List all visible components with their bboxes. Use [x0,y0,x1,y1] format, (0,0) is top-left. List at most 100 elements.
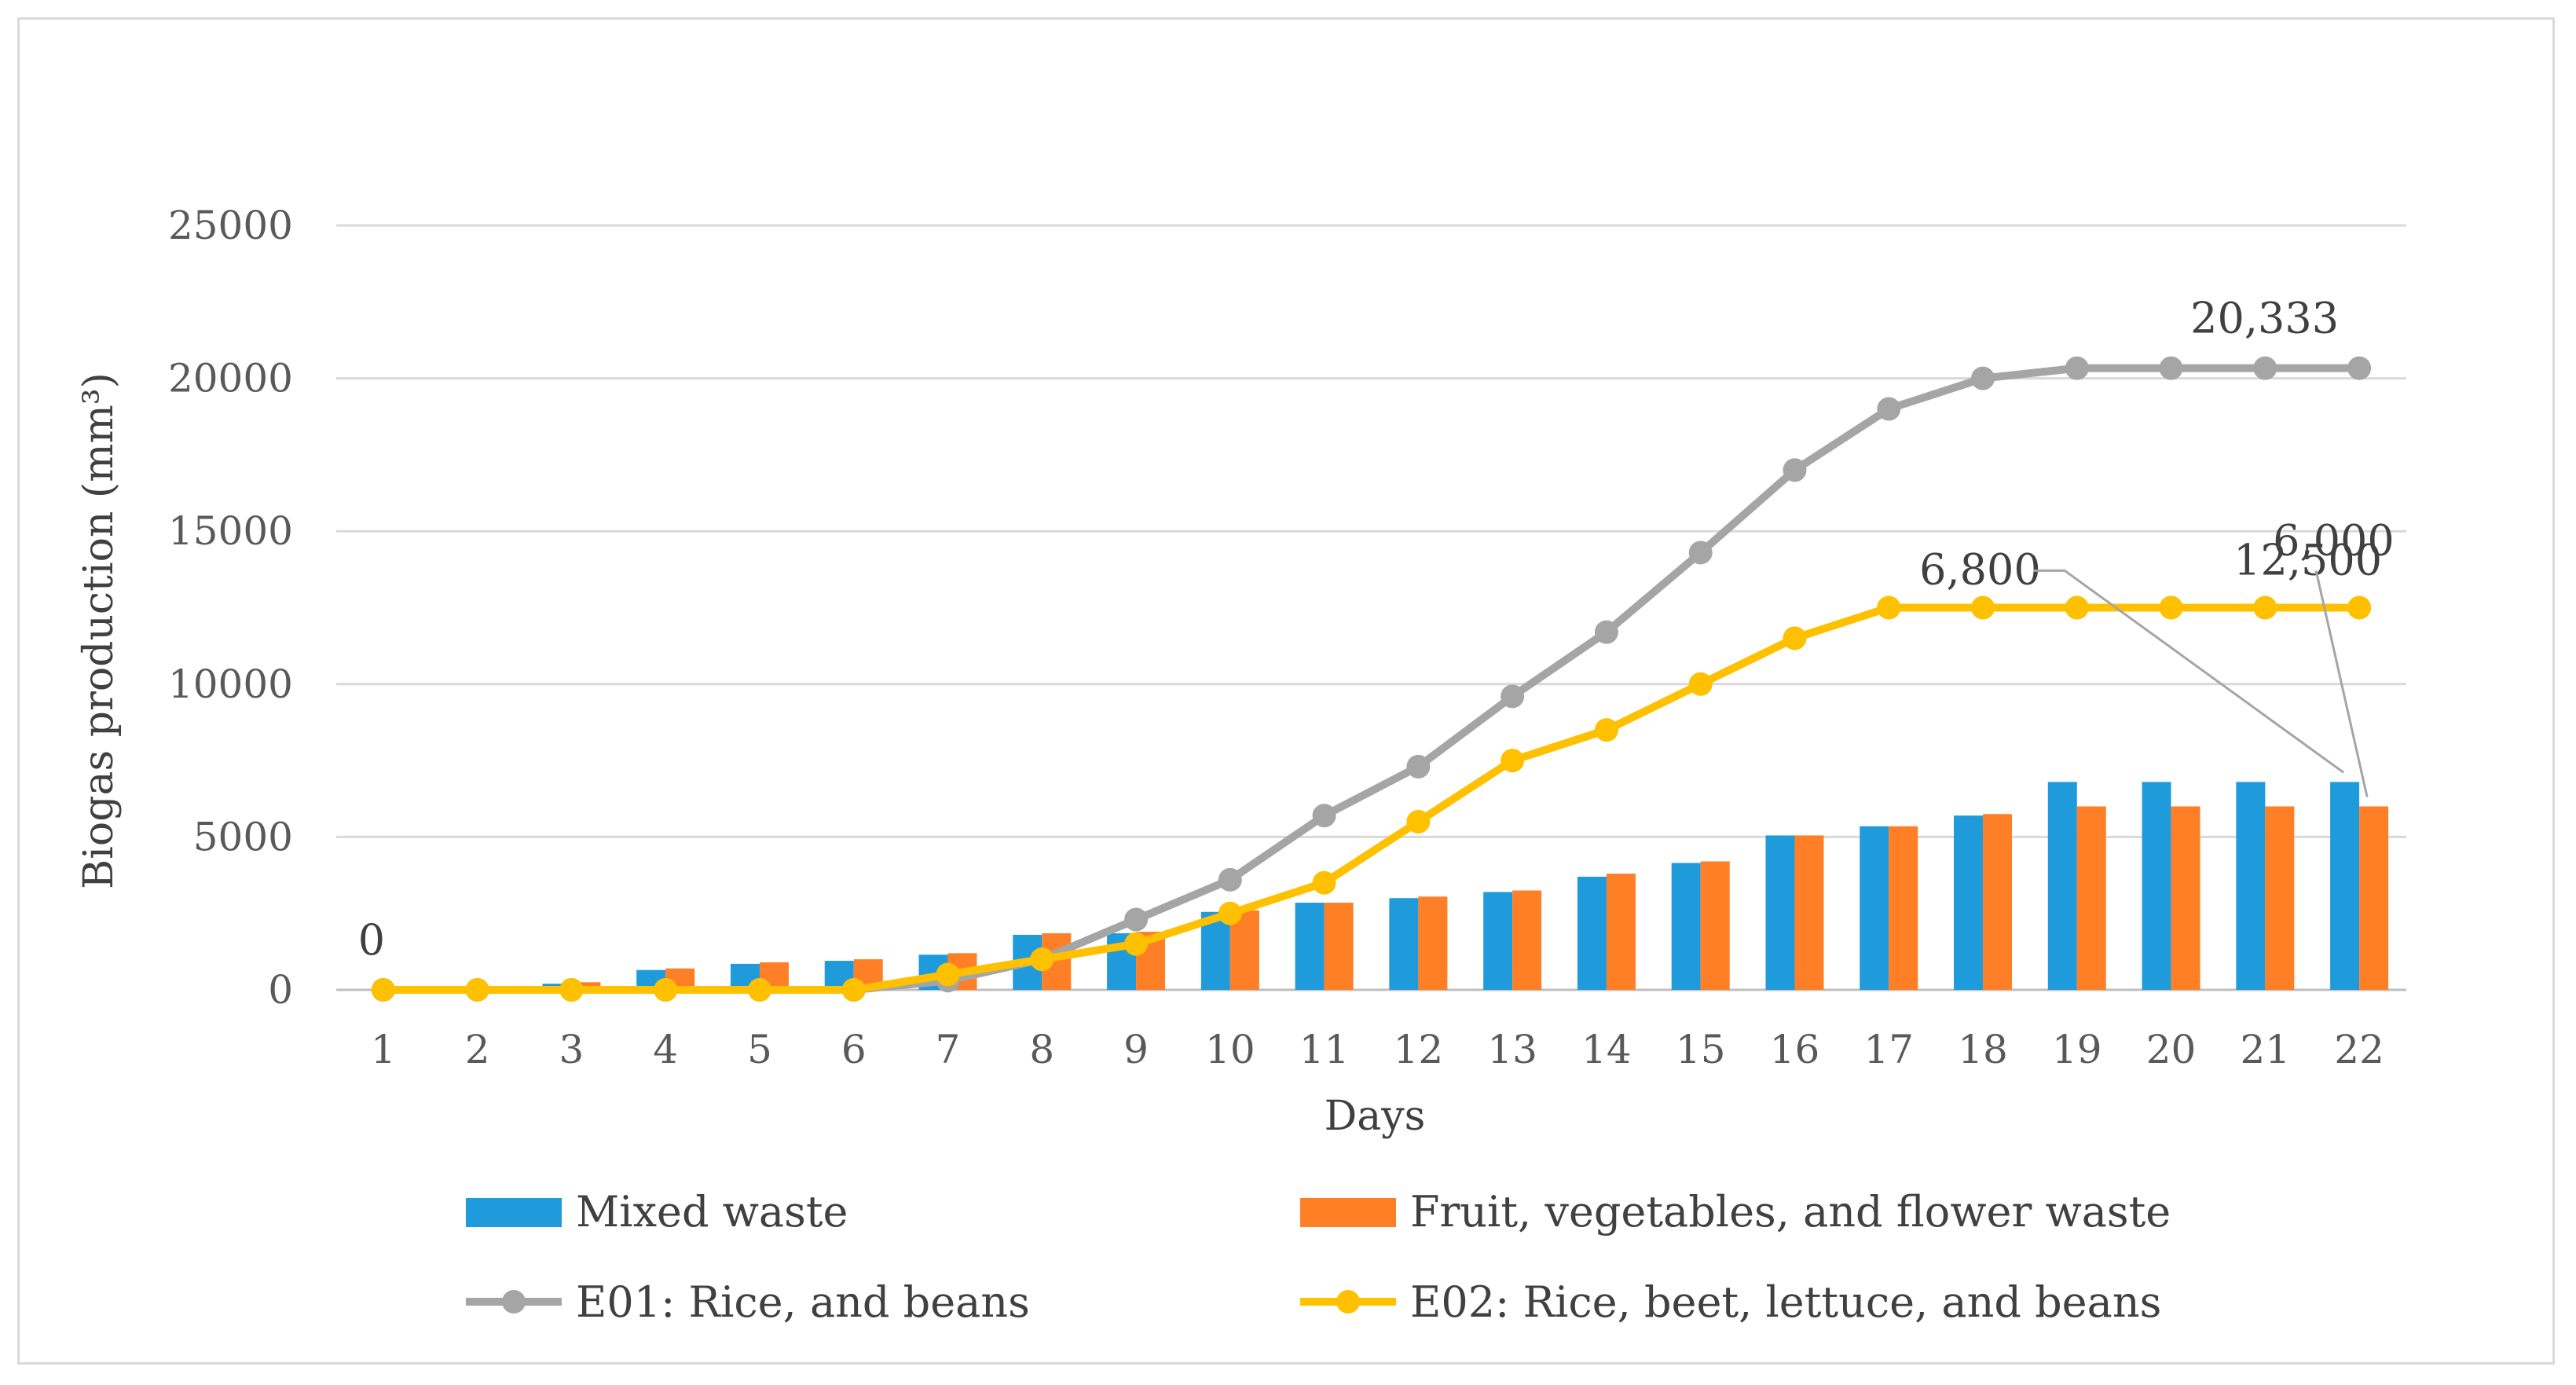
x-tick-label: 6 [841,1027,867,1072]
bar [2171,806,2200,990]
x-tick-label: 11 [1299,1027,1350,1072]
line-point [2159,356,2183,380]
legend-swatch-marker [1336,1290,1360,1314]
legend-item: Mixed waste [466,1187,848,1237]
line-point [2065,356,2089,380]
bar-series [571,806,2389,990]
x-tick-label: 14 [1581,1027,1632,1072]
line-point [1218,867,1242,892]
legend-swatch-marker [502,1290,526,1314]
x-tick-label: 20 [2146,1027,2197,1072]
bar [2142,782,2171,990]
x-tick-label: 15 [1676,1027,1726,1072]
y-axis-title: Biogas production (mm³) [75,372,123,889]
bar [2265,806,2295,990]
line-point [747,978,771,1002]
series-line [379,603,2364,994]
bar [1418,896,1448,990]
line-point [1312,870,1336,895]
line-point [1124,907,1149,932]
line-point [1783,626,1807,650]
bar [1606,874,1636,990]
line-point [2347,356,2372,380]
x-tick-label: 18 [1958,1027,2008,1072]
line-point [1594,718,1618,742]
annotations: 0 20,333 12,500 6,800 6,000 [358,294,2395,965]
legend-label: Mixed waste [576,1187,848,1237]
y-tick-label: 25000 [168,203,293,248]
chart-frame: 0 5000 10000 15000 20000 25000 1 2 3 4 5 6 7 8 9 10 11 12… [17,17,2555,1365]
y-tick-label: 5000 [193,814,293,859]
line-point [1688,540,1713,565]
bar [2076,806,2106,990]
line-point [1312,804,1336,828]
lines [371,356,2372,1002]
y-tick-label: 15000 [168,508,293,554]
x-tick-label: 9 [1123,1027,1149,1072]
line-point [1971,595,1995,620]
x-tick-label: 8 [1029,1027,1054,1072]
x-tick-label: 5 [747,1027,772,1072]
bar [2236,782,2266,990]
bar [2359,806,2389,990]
line-point [2253,595,2277,620]
data-label: 6,000 [2273,515,2395,565]
line-point [559,978,584,1002]
y-tick-label: 20000 [168,356,293,401]
x-tick-label: 22 [2334,1027,2384,1072]
x-tick-label: 19 [2052,1027,2102,1072]
bar [1700,861,1730,990]
line-point [2159,595,2183,620]
line-point [1501,749,1525,773]
x-tick-label: 12 [1394,1027,1444,1072]
line-point [1688,672,1713,696]
bar [1983,814,2013,990]
leader-line [2314,570,2369,797]
line-point [1877,397,1901,421]
data-label: 0 [358,915,385,965]
x-tick-label: 21 [2241,1027,2291,1072]
x-tick-label: 7 [936,1027,961,1072]
bar [1794,835,1824,990]
line-point [1783,458,1807,482]
legend-swatch [466,1198,562,1227]
line-point [1030,947,1054,972]
x-axis-title: Days [1325,1093,1426,1140]
data-label: 12,500 [2233,536,2382,585]
x-tick-label: 4 [653,1027,678,1072]
line-point [654,978,678,1002]
bar [1889,826,1918,990]
line-point [1501,684,1525,709]
bar [1577,876,1607,990]
line-point [1406,754,1431,779]
y-tick-label: 10000 [168,661,293,707]
bar [1389,898,1419,990]
data-label: 20,333 [2190,294,2339,343]
x-tick-label: 16 [1770,1027,1820,1072]
bar [1765,835,1795,990]
line-point [1594,620,1618,644]
bar [1512,890,1542,990]
legend-label: E01: Rice, and beans [576,1277,1030,1327]
x-tick-label: 2 [465,1027,490,1072]
line-point [1124,932,1149,956]
x-tick-label: 1 [371,1027,396,1072]
x-tick-label: 17 [1863,1027,1914,1072]
bar [1295,903,1325,990]
legend-label: Fruit, vegetables, and flower waste [1410,1187,2171,1237]
legend-item: E02: Rice, beet, lettuce, and beans [1300,1277,2161,1327]
line-point [2065,595,2089,620]
bar [1954,815,1984,990]
bar [1671,863,1701,990]
legend-item: Fruit, vegetables, and flower waste [1300,1187,2171,1237]
line-point [2347,595,2372,620]
line-point [1877,595,1901,620]
line-point [841,978,866,1002]
x-tick-label: 13 [1487,1027,1537,1072]
legend-label: E02: Rice, beet, lettuce, and beans [1410,1277,2161,1327]
line-point [1971,366,1995,390]
x-tick-label: 3 [559,1027,584,1072]
data-label: 6,800 [1919,544,2041,594]
